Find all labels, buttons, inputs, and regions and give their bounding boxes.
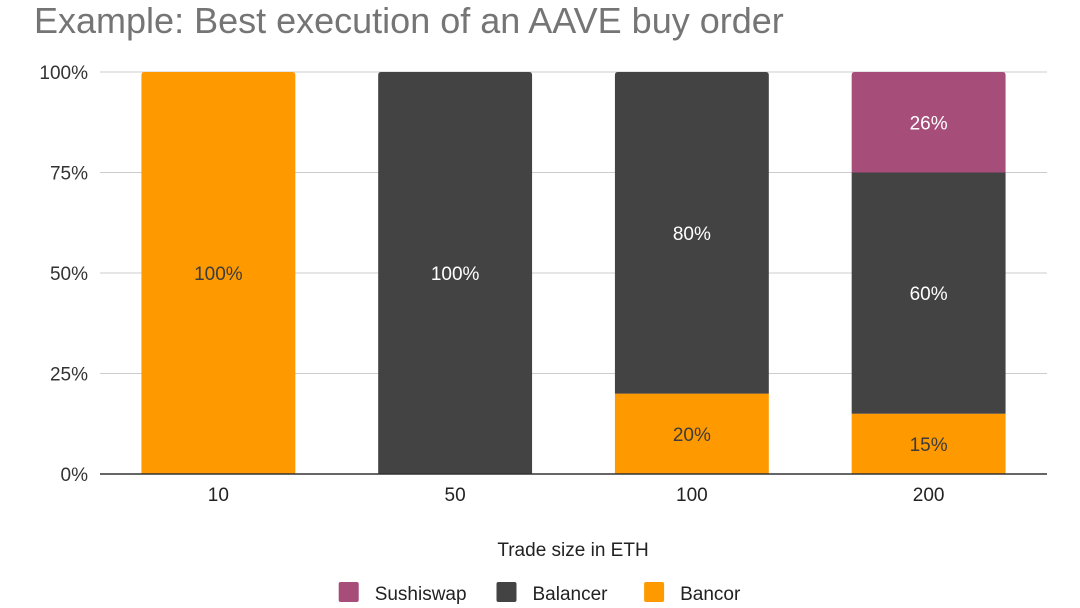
y-axis-ticks: 0% 25% 50% 75% 100% <box>39 63 88 486</box>
data-label: 100% <box>194 264 243 285</box>
legend-label-sushiswap: Sushiswap <box>375 584 467 605</box>
legend: Sushiswap Balancer Bancor <box>338 582 741 605</box>
y-tick-label: 75% <box>50 164 88 185</box>
legend-swatch-balancer <box>496 582 517 602</box>
y-tick-label: 50% <box>50 264 88 285</box>
bar-balancer-50 <box>378 72 533 474</box>
legend-label-balancer: Balancer <box>533 584 609 605</box>
x-tick-label: 200 <box>913 485 945 506</box>
data-label: 60% <box>910 284 948 305</box>
legend-swatch-bancor <box>644 582 665 602</box>
bar-bancor-10 <box>141 72 296 474</box>
bar-balancer-100 <box>614 72 769 394</box>
data-label: 15% <box>910 435 948 456</box>
x-axis-label: Trade size in ETH <box>497 540 648 561</box>
bar-sushiswap-200 <box>851 72 1006 173</box>
bar-bancor-100 <box>614 393 769 474</box>
data-label: 26% <box>910 113 948 134</box>
bar-balancer-200 <box>851 172 1006 414</box>
legend-swatch-sushiswap <box>338 582 359 602</box>
chart-title: Example: Best execution of an AAVE buy o… <box>34 0 784 41</box>
x-tick-label: 50 <box>445 485 466 506</box>
data-label: 20% <box>673 425 711 446</box>
y-tick-label: 0% <box>61 465 89 486</box>
x-tick-label: 100 <box>676 485 708 506</box>
data-label: 100% <box>431 264 480 285</box>
data-label: 80% <box>673 224 711 245</box>
x-axis-ticks: 10 50 100 200 <box>208 485 945 506</box>
bar-bancor-200 <box>851 413 1006 474</box>
y-tick-label: 100% <box>39 63 88 84</box>
y-tick-label: 25% <box>50 365 88 386</box>
bars <box>141 72 1006 474</box>
x-tick-label: 10 <box>208 485 229 506</box>
data-labels: 100% 100% 20% 80% 15% 60% 26% <box>194 113 948 456</box>
legend-label-bancor: Bancor <box>680 584 741 605</box>
